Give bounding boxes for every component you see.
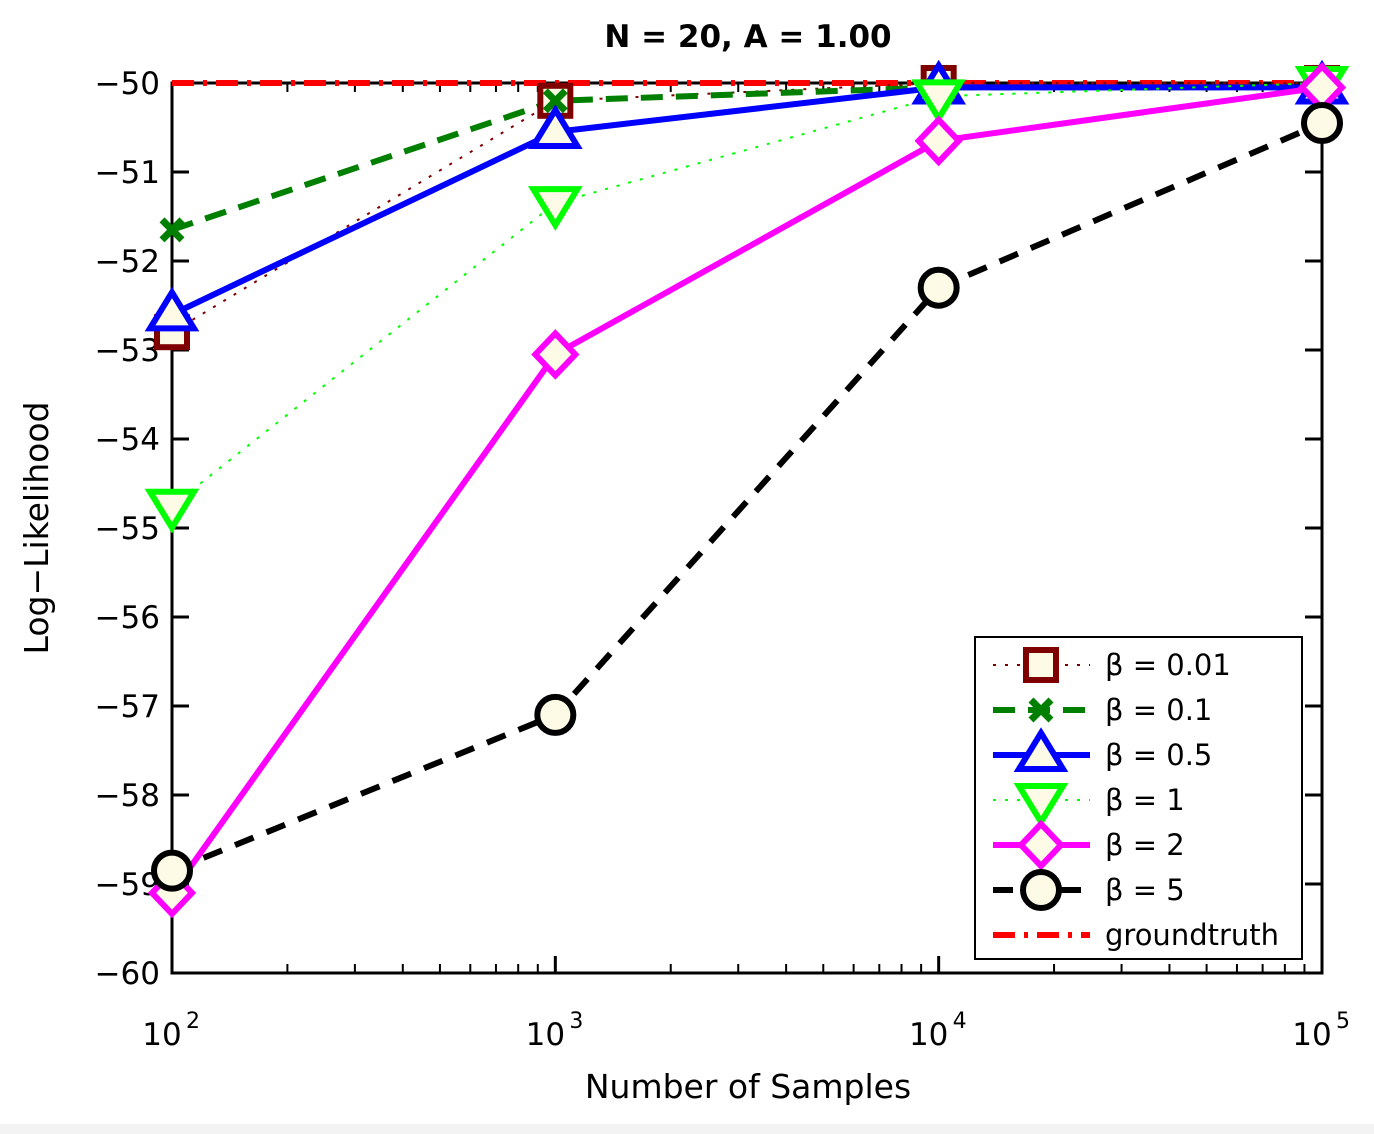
series-line <box>169 84 1323 895</box>
y-tick-label: −52 <box>95 244 160 280</box>
y-tick-label: −56 <box>95 600 160 636</box>
data-point <box>151 849 193 892</box>
series-line <box>171 84 1322 233</box>
data-point <box>144 488 200 534</box>
data-point <box>1301 102 1343 145</box>
series-line <box>170 84 1322 318</box>
legend-label: β = 1 <box>1105 783 1185 817</box>
chart-title: N = 20, A = 1.00 <box>604 19 891 55</box>
data-point <box>917 266 960 309</box>
series-line <box>170 120 1324 874</box>
legend-swatch-marker <box>1013 783 1069 828</box>
y-tick-label: −50 <box>95 66 160 102</box>
series-lines <box>169 80 1324 895</box>
y-tick-label: −51 <box>95 155 160 191</box>
data-point <box>527 104 583 149</box>
legend-label: β = 0.5 <box>1105 738 1212 772</box>
y-tick-label: −53 <box>95 333 160 369</box>
y-tick-label: −60 <box>95 956 160 992</box>
x-tick-label: 10 <box>1292 1017 1331 1053</box>
y-tick-label: −57 <box>95 689 160 725</box>
data-point <box>914 115 963 167</box>
x-tick-label-exponent: 5 <box>1336 1009 1350 1034</box>
legend-label: β = 5 <box>1105 873 1185 907</box>
series-markers <box>144 59 1350 919</box>
y-axis-ticks: −50 −51 −52 −53 −54 −55 −56 −57 −58 −59 −60 <box>95 66 1322 992</box>
x-tick-label-exponent: 4 <box>953 1009 967 1034</box>
x-tick-label-exponent: 2 <box>186 1009 200 1034</box>
y-tick-label: −54 <box>95 422 160 458</box>
data-point <box>527 186 583 231</box>
data-point <box>531 329 580 380</box>
data-point <box>534 693 577 736</box>
legend-swatch-marker <box>1028 697 1054 723</box>
y-tick-label: −55 <box>95 511 160 547</box>
data-point <box>144 286 200 332</box>
legend-swatch-marker <box>1013 727 1069 772</box>
y-tick-label: −59 <box>95 867 160 903</box>
legend-swatch-marker <box>1016 819 1066 871</box>
legend-swatch-marker <box>1023 647 1059 683</box>
data-point <box>542 88 568 114</box>
x-axis-label: Number of Samples <box>585 1067 911 1106</box>
x-axis-ticks: 10 2 10 3 10 4 10 5 <box>142 83 1350 1053</box>
legend-label: β = 2 <box>1105 828 1185 862</box>
x-tick-label-exponent: 3 <box>569 1009 583 1034</box>
bottom-strip <box>0 1124 1374 1134</box>
x-tick-label: 10 <box>142 1017 181 1053</box>
legend-swatch-marker <box>1020 869 1062 911</box>
legend-label: β = 0.01 <box>1105 648 1231 682</box>
legend-label: β = 0.1 <box>1105 693 1212 727</box>
legend-label: groundtruth <box>1105 918 1279 952</box>
y-tick-label: −58 <box>95 778 160 814</box>
x-tick-label: 10 <box>526 1017 565 1053</box>
x-tick-label: 10 <box>909 1017 948 1053</box>
data-point <box>911 79 967 125</box>
data-point <box>159 217 185 243</box>
y-axis-label: Log−Likelihood <box>17 402 56 655</box>
legend: β = 0.01 β = 0.1 β = 0.5 β = 1 β = 2 β = 5 gro… <box>974 636 1303 960</box>
